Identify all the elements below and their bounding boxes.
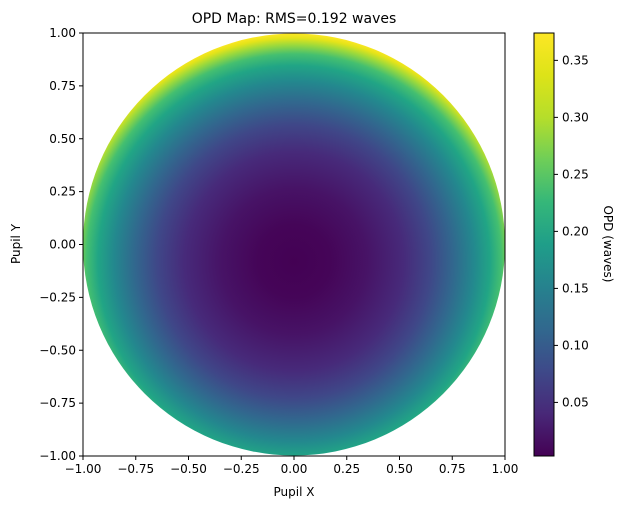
x-tick-label: 0.00	[281, 462, 308, 476]
colorbar-tick-label: 0.25	[562, 167, 589, 181]
x-tick-label: −0.25	[223, 462, 260, 476]
y-tick-label: −0.75	[39, 396, 76, 410]
y-axis-label: Pupil Y	[9, 223, 23, 264]
opd-disk	[83, 33, 505, 456]
colorbar-tick-label: 0.15	[562, 281, 589, 295]
y-tick-label: 1.00	[49, 26, 76, 40]
colorbar-gradient	[533, 32, 555, 457]
x-tick-label: −1.00	[65, 462, 102, 476]
colorbar: 0.35 0.30 0.25 0.20 0.15 0.10 0.05 OPD (waves)	[533, 32, 615, 457]
y-axis: 1.00 0.75 0.50 0.25 0.00 −0.25 −0.50 −0.75 −1.00	[39, 26, 83, 463]
chart-title: OPD Map: RMS=0.192 waves	[192, 11, 397, 27]
y-tick-label: −0.50	[39, 343, 76, 357]
colorbar-tick-label: 0.20	[562, 224, 589, 238]
colorbar-tick-label: 0.35	[562, 53, 589, 67]
x-tick-label: 0.75	[439, 462, 466, 476]
x-tick-label: 0.25	[333, 462, 360, 476]
y-tick-label: 0.75	[49, 79, 76, 93]
colorbar-tick-label: 0.30	[562, 110, 589, 124]
y-tick-label: 0.25	[49, 185, 76, 199]
colorbar-tick-label: 0.10	[562, 338, 589, 352]
colorbar-ticks: 0.35 0.30 0.25 0.20 0.15 0.10 0.05	[554, 53, 589, 409]
colorbar-label: OPD (waves)	[601, 205, 615, 282]
x-axis-label: Pupil X	[274, 485, 315, 499]
y-tick-label: 0.00	[49, 238, 76, 252]
colorbar-tick-label: 0.05	[562, 395, 589, 409]
plot-area	[82, 32, 506, 457]
x-axis: −1.00 −0.75 −0.50 −0.25 0.00 0.25 0.50 0.75 1.00	[65, 456, 519, 476]
x-tick-label: −0.50	[170, 462, 207, 476]
y-tick-label: 0.50	[49, 132, 76, 146]
x-tick-label: 0.50	[386, 462, 413, 476]
x-tick-label: −0.75	[117, 462, 154, 476]
x-tick-label: 1.00	[492, 462, 519, 476]
y-tick-label: −0.25	[39, 290, 76, 304]
y-tick-label: −1.00	[39, 449, 76, 463]
